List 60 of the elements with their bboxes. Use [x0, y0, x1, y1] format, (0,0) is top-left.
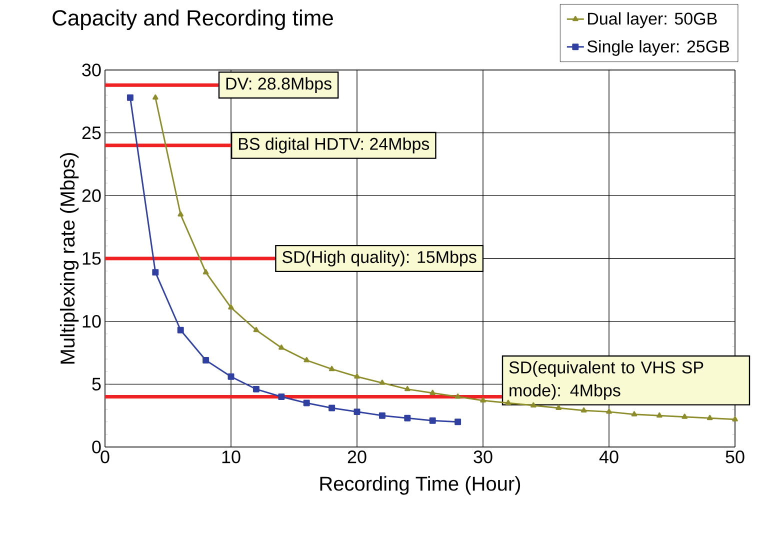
x-tick-label: 0: [100, 450, 110, 464]
ref-line-label: SD(High quality): 15Mbps: [282, 250, 476, 266]
point: [404, 386, 410, 392]
point: [606, 408, 612, 414]
chart-title: Capacity and Recording time: [52, 10, 333, 30]
point: [454, 418, 462, 426]
point: [228, 373, 234, 380]
point: [429, 417, 436, 424]
ref-line-label: SD(equivalent to VHS SP mode): 4Mbps: [509, 360, 704, 400]
point: [706, 414, 713, 420]
point: [530, 402, 536, 408]
x-tick-label: 20: [348, 450, 366, 464]
ref-line-label: DV: 28.8Mbps: [226, 77, 332, 94]
point: [631, 411, 638, 416]
point: [556, 404, 562, 410]
point: [278, 344, 284, 350]
point: [682, 414, 688, 419]
point: [152, 94, 158, 100]
point: [505, 400, 512, 406]
point: [202, 269, 209, 274]
point: [354, 373, 360, 379]
point: [454, 393, 461, 399]
x-tick-label: 50: [726, 450, 744, 464]
y-tick-label: 5: [92, 378, 101, 390]
point: [228, 304, 234, 310]
point: [303, 400, 310, 406]
point: [178, 211, 184, 217]
y-axis-title: Multiplexing rate (Mbps): [60, 153, 79, 364]
point: [328, 404, 336, 412]
legend-label: Dual layer: 50GB: [588, 12, 717, 28]
y-tick-label: 0: [92, 440, 101, 454]
point: [252, 386, 260, 392]
point: [480, 397, 486, 402]
point: [304, 357, 310, 362]
y-tick-label: 20: [82, 189, 101, 202]
point: [732, 416, 738, 422]
legend-label: Single layer: 25GB: [587, 40, 730, 56]
point: [152, 269, 159, 276]
point: [404, 414, 411, 422]
point: [354, 408, 360, 416]
y-tick-label: 10: [82, 314, 101, 328]
point: [656, 412, 662, 418]
point: [379, 380, 386, 385]
ref-line-label: BS digital HDTV: 24Mbps: [238, 137, 430, 154]
point: [126, 94, 134, 101]
point: [202, 357, 210, 364]
x-axis-title: Recording Time (Hour): [320, 476, 520, 495]
y-tick-label: 30: [82, 64, 101, 76]
y-tick-label: 25: [82, 126, 101, 140]
x-tick-label: 40: [599, 450, 618, 464]
x-tick-label: 30: [474, 450, 492, 464]
point: [580, 407, 587, 413]
y-tick-label: 15: [82, 252, 101, 265]
point: [328, 366, 335, 372]
point: [430, 390, 436, 395]
point: [253, 326, 260, 332]
point: [378, 412, 386, 419]
x-tick-label: 10: [222, 450, 240, 464]
point: [278, 393, 285, 400]
point: [177, 326, 184, 334]
